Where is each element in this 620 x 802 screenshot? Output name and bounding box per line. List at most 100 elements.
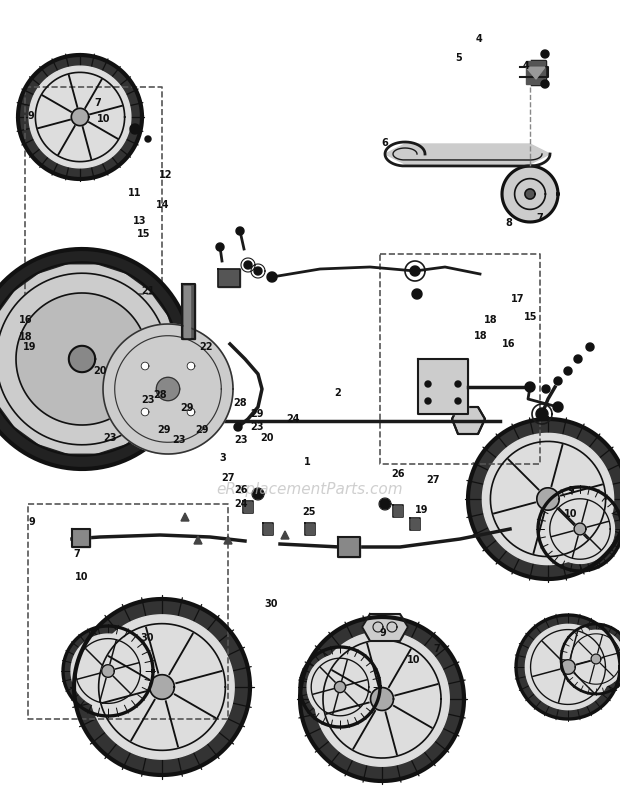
Text: 11: 11: [128, 188, 142, 197]
Polygon shape: [224, 537, 232, 545]
Text: 18: 18: [19, 332, 33, 342]
Text: 20: 20: [94, 366, 107, 375]
Polygon shape: [418, 359, 468, 415]
Text: 23: 23: [104, 432, 117, 442]
Text: 10: 10: [407, 654, 421, 664]
Polygon shape: [7, 263, 40, 293]
Text: 14: 14: [156, 200, 169, 209]
Polygon shape: [177, 342, 191, 377]
Text: 18: 18: [474, 330, 487, 340]
Polygon shape: [561, 624, 620, 695]
Polygon shape: [567, 630, 620, 688]
Polygon shape: [307, 654, 373, 720]
Polygon shape: [553, 403, 563, 412]
Polygon shape: [254, 268, 262, 276]
Polygon shape: [542, 386, 550, 394]
Polygon shape: [525, 625, 611, 710]
Polygon shape: [18, 56, 142, 180]
Polygon shape: [103, 325, 233, 455]
Polygon shape: [380, 500, 390, 509]
Text: 7: 7: [536, 213, 542, 223]
Text: 21: 21: [141, 286, 154, 295]
Text: 8: 8: [505, 218, 512, 228]
Polygon shape: [130, 125, 140, 135]
Text: 9: 9: [29, 516, 35, 526]
Polygon shape: [564, 367, 572, 375]
Polygon shape: [536, 408, 548, 420]
Text: 25: 25: [302, 507, 316, 516]
Text: 18: 18: [484, 314, 498, 324]
Text: 5: 5: [456, 53, 462, 63]
Polygon shape: [7, 427, 40, 456]
Polygon shape: [184, 286, 190, 338]
Polygon shape: [141, 408, 149, 416]
Polygon shape: [124, 263, 157, 293]
Polygon shape: [29, 67, 131, 168]
Text: 23: 23: [141, 395, 154, 404]
Polygon shape: [560, 660, 575, 674]
Text: 13: 13: [133, 216, 146, 225]
Polygon shape: [244, 261, 252, 269]
Polygon shape: [71, 109, 89, 127]
Polygon shape: [0, 273, 168, 445]
Polygon shape: [72, 529, 90, 547]
Text: 15: 15: [137, 229, 151, 239]
Polygon shape: [194, 537, 202, 545]
Text: 24: 24: [234, 499, 247, 508]
Polygon shape: [455, 382, 461, 387]
Polygon shape: [35, 252, 69, 274]
Text: 26: 26: [234, 484, 247, 494]
Polygon shape: [149, 285, 179, 318]
Polygon shape: [64, 250, 99, 265]
Text: 16: 16: [19, 314, 33, 324]
Text: 22: 22: [199, 342, 213, 351]
Text: 23: 23: [172, 435, 185, 444]
Text: 23: 23: [234, 435, 247, 444]
Text: 9: 9: [380, 627, 386, 637]
Polygon shape: [0, 402, 15, 435]
Text: 27: 27: [426, 475, 440, 484]
Polygon shape: [425, 382, 431, 387]
Polygon shape: [394, 506, 402, 516]
Polygon shape: [362, 614, 408, 642]
Polygon shape: [412, 290, 422, 300]
Polygon shape: [574, 355, 582, 363]
Text: 23: 23: [250, 422, 264, 431]
Text: 10: 10: [564, 508, 577, 518]
Polygon shape: [526, 62, 545, 85]
Polygon shape: [216, 244, 224, 252]
Polygon shape: [181, 513, 189, 521]
Polygon shape: [95, 444, 129, 468]
Polygon shape: [371, 687, 394, 711]
Polygon shape: [71, 634, 145, 708]
Polygon shape: [538, 488, 620, 571]
Polygon shape: [182, 285, 195, 339]
Polygon shape: [64, 455, 99, 468]
Polygon shape: [546, 495, 614, 564]
Polygon shape: [525, 383, 535, 392]
Polygon shape: [74, 599, 250, 775]
Polygon shape: [338, 537, 360, 557]
Polygon shape: [541, 51, 549, 59]
Polygon shape: [410, 267, 420, 277]
Polygon shape: [525, 190, 535, 200]
Polygon shape: [167, 372, 190, 407]
Polygon shape: [586, 343, 594, 351]
Polygon shape: [69, 346, 95, 373]
Polygon shape: [244, 502, 252, 512]
Polygon shape: [0, 263, 179, 456]
Text: 28: 28: [234, 398, 247, 407]
Text: 7: 7: [434, 643, 440, 653]
Polygon shape: [334, 682, 345, 693]
Text: 30: 30: [265, 598, 278, 608]
Polygon shape: [236, 228, 244, 236]
Polygon shape: [156, 378, 180, 401]
Polygon shape: [526, 68, 545, 80]
Text: 15: 15: [524, 312, 538, 322]
Text: 17: 17: [511, 294, 525, 303]
Text: 29: 29: [250, 408, 264, 418]
Polygon shape: [35, 444, 69, 468]
Text: 9: 9: [28, 111, 34, 121]
Polygon shape: [452, 407, 485, 435]
Polygon shape: [315, 632, 450, 766]
